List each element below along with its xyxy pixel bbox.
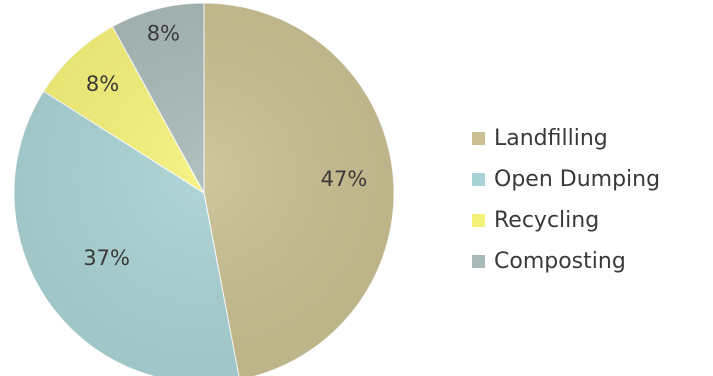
legend-label: Open Dumping (494, 167, 661, 192)
data-label-open-dumping: 37% (83, 246, 130, 270)
legend-label: Recycling (494, 208, 600, 233)
legend-swatch-open-dumping (472, 173, 485, 186)
legend-item-landfilling: Landfilling (472, 118, 660, 159)
data-label-composting: 8% (147, 22, 180, 46)
data-label-landfilling: 47% (321, 167, 368, 191)
legend: Landfilling Open Dumping Recycling Composti… (472, 118, 660, 282)
legend-item-recycling: Recycling (472, 200, 660, 241)
legend-swatch-composting (472, 255, 485, 268)
data-label-recycling: 8% (86, 72, 119, 96)
legend-swatch-recycling (472, 214, 485, 227)
legend-swatch-landfilling (472, 132, 485, 145)
legend-item-open-dumping: Open Dumping (472, 159, 660, 200)
legend-item-composting: Composting (472, 241, 660, 282)
legend-label: Composting (494, 249, 626, 274)
legend-label: Landfilling (494, 126, 608, 151)
